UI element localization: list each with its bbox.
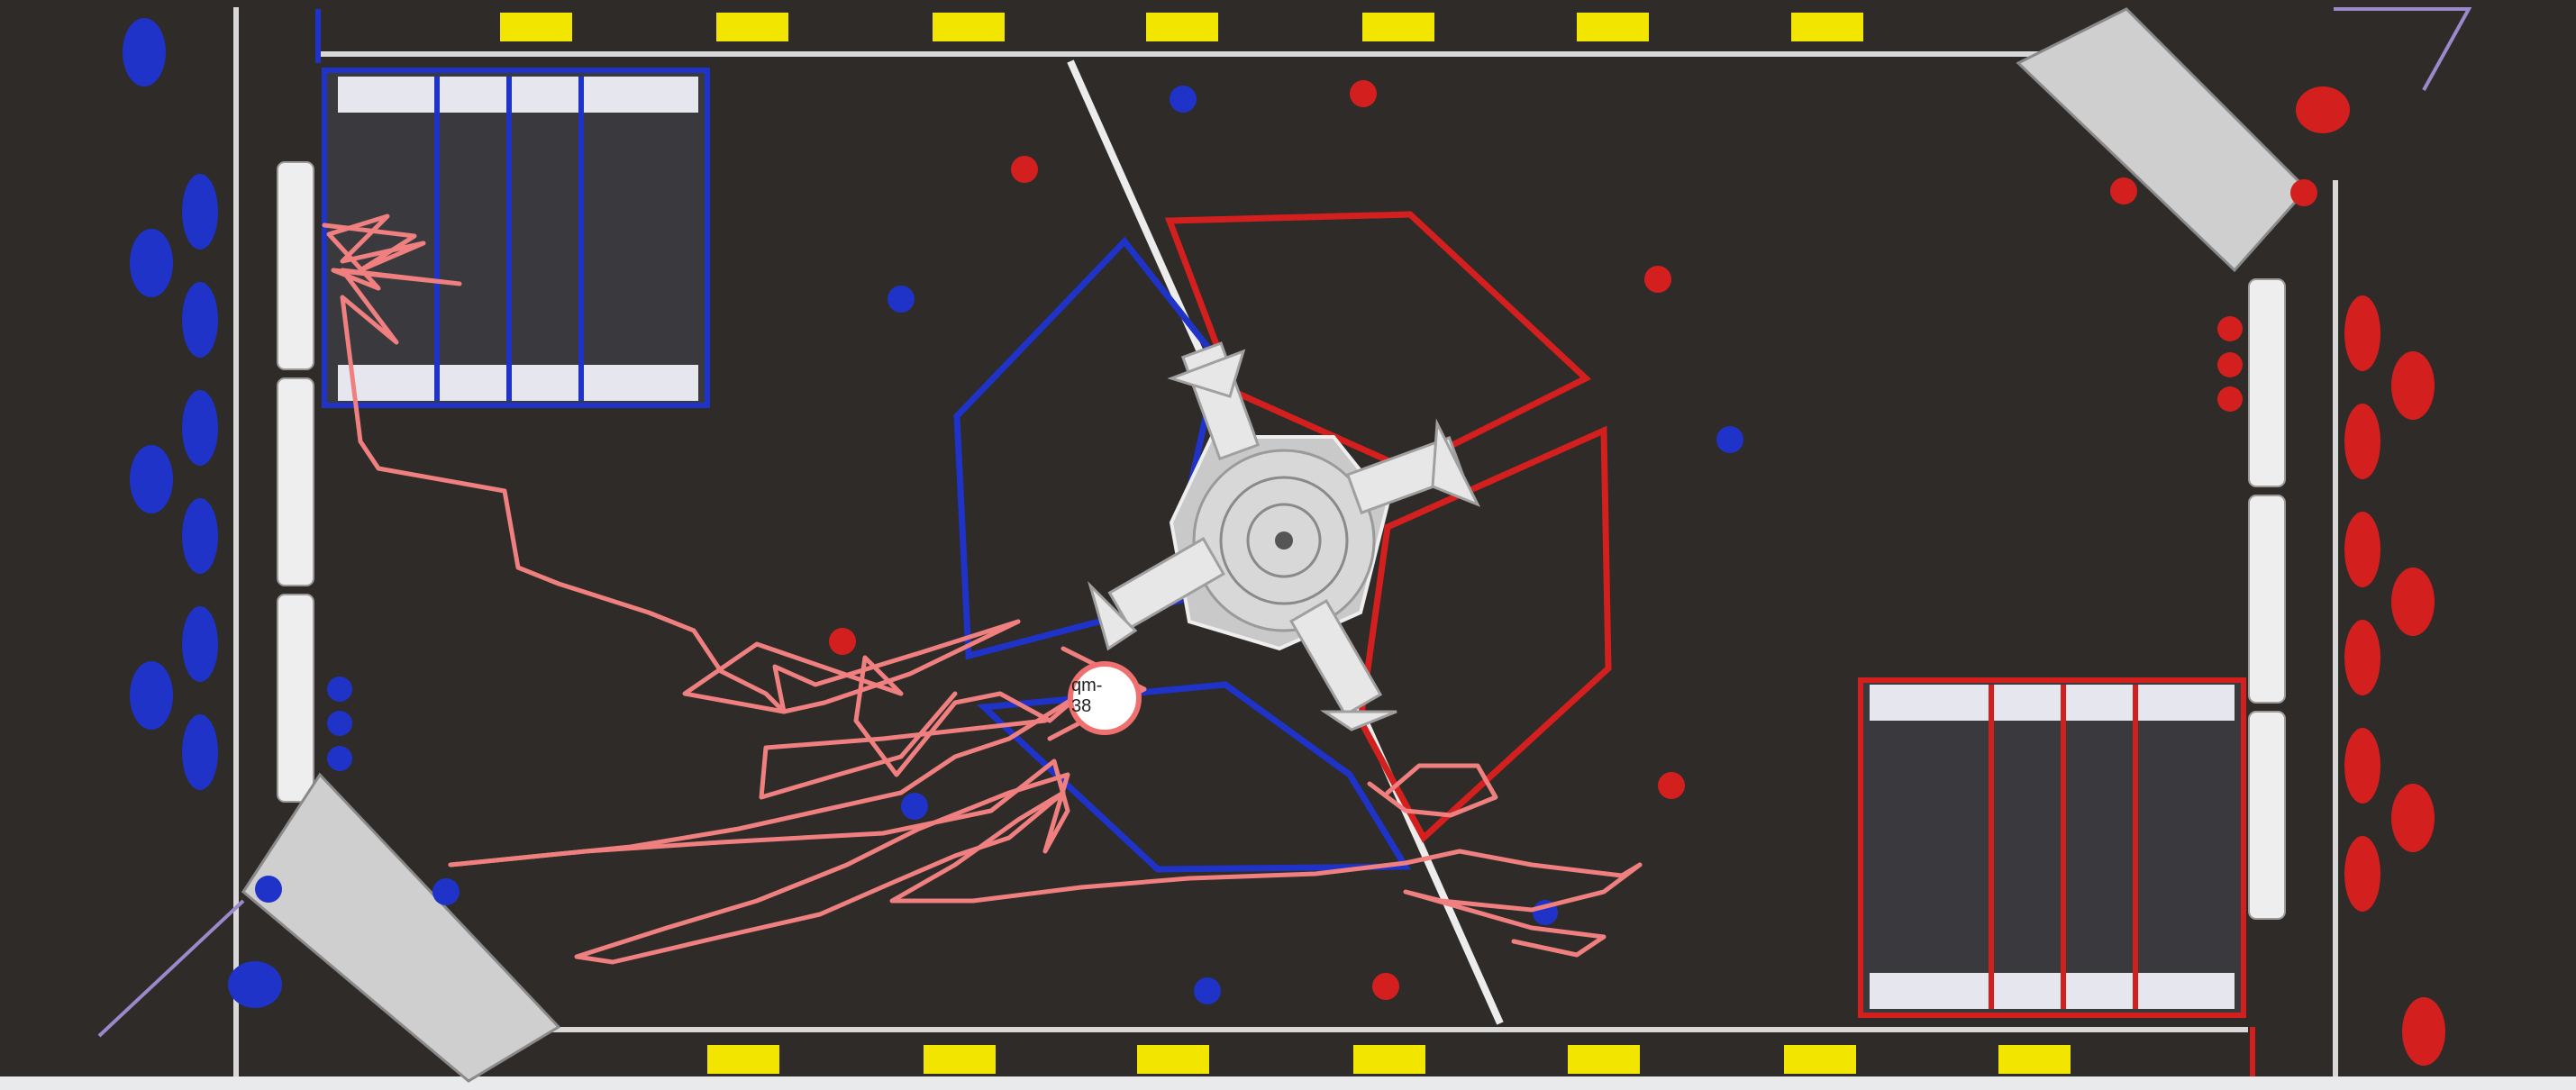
right-wall bbox=[2248, 278, 2286, 920]
path-marker-circle[interactable] bbox=[1068, 661, 1142, 735]
blue-balls bbox=[255, 86, 1743, 1004]
red-robot-icon bbox=[2296, 86, 2445, 1066]
path-marker[interactable] bbox=[1068, 661, 1142, 735]
red-balls bbox=[829, 80, 2317, 1000]
red-zone-lower bbox=[1357, 425, 1612, 843]
blue-zone-lower bbox=[976, 681, 1412, 873]
bottom-panels bbox=[707, 1045, 2071, 1074]
left-wall bbox=[277, 161, 314, 803]
blue-robot-icon bbox=[123, 18, 282, 1008]
field-rails bbox=[233, 7, 2338, 1076]
top-panels bbox=[500, 13, 1863, 41]
terminal-bottom-left bbox=[97, 772, 561, 1083]
bottom-strip bbox=[0, 1076, 2576, 1090]
blue-hangar bbox=[315, 9, 710, 408]
hub-icon bbox=[1087, 341, 1481, 731]
red-hangar bbox=[1858, 677, 2255, 1076]
